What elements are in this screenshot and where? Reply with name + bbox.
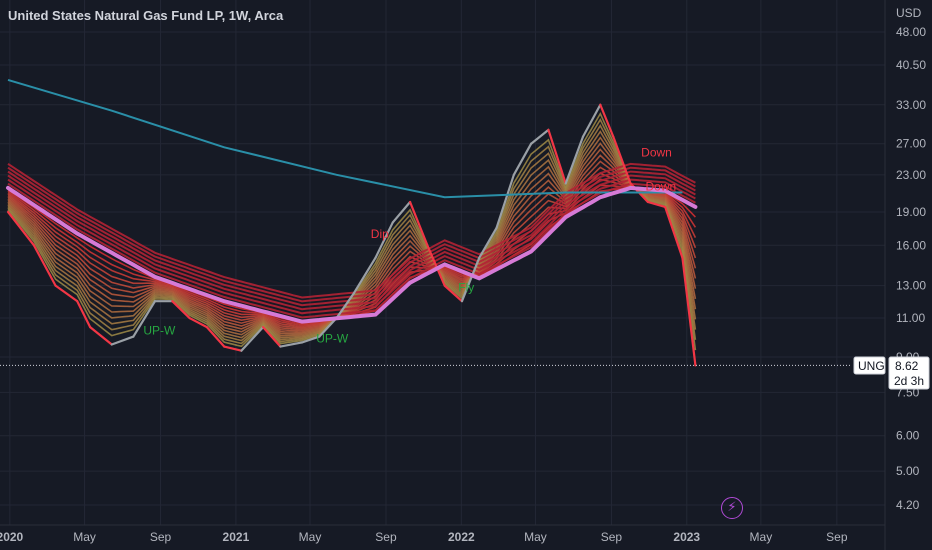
signal-label: Down: [645, 180, 676, 194]
chart-title: United States Natural Gas Fund LP, 1W, A…: [8, 8, 284, 23]
price-segment: [188, 316, 208, 329]
price-segment: [391, 200, 412, 224]
price-segment: [443, 284, 464, 303]
ribbon-line: [7, 111, 697, 351]
price-segment: [54, 284, 79, 303]
y-tick-label: 16.00: [896, 238, 926, 252]
x-tick-label: Sep: [601, 530, 623, 544]
price-segment: [664, 205, 684, 259]
ribbon-line: [7, 162, 696, 299]
ribbon-line: [7, 178, 696, 315]
price-segment: [223, 345, 243, 352]
ribbon-line: [7, 130, 697, 339]
price-segment: [352, 256, 377, 295]
price-segment: [599, 103, 615, 138]
price-segment: [132, 300, 157, 338]
x-tick-label: May: [524, 530, 547, 544]
slow-moving-average: [7, 78, 683, 199]
lightning-bolt-icon[interactable]: ⚡: [721, 497, 743, 519]
x-tick-label: 2023: [673, 530, 700, 544]
price-segment: [76, 300, 92, 329]
y-tick-label: 19.00: [896, 205, 926, 219]
signal-label: UP-W: [316, 331, 349, 345]
x-tick-label: Sep: [150, 530, 172, 544]
price-segment: [205, 325, 226, 348]
y-tick-label: 5.00: [896, 464, 920, 478]
price-segment: [240, 325, 265, 352]
y-tick-label: 13.00: [896, 279, 926, 293]
price-segment: [32, 244, 57, 287]
ribbon-center-line: [6, 185, 698, 324]
price-segment: [279, 341, 304, 348]
price-segment: [495, 173, 515, 230]
signal-label: UP-W: [143, 324, 176, 338]
price-segment: [547, 128, 567, 185]
price-segment: [261, 325, 282, 348]
ribbon-center-line: [6, 185, 698, 324]
price-series: [6, 103, 697, 367]
price-segment: [646, 200, 667, 208]
annotations: UP-W UP-W Dip Fly Down Down: [143, 145, 676, 345]
price-segment: [6, 210, 36, 247]
y-tick-label: 6.00: [896, 429, 920, 443]
price-segment: [460, 256, 481, 303]
y-tick-label: 48.00: [896, 25, 926, 39]
x-tick-label: May: [299, 530, 322, 544]
price-segment: [374, 221, 394, 259]
price-segment: [564, 135, 585, 185]
x-tick-label: 2022: [448, 530, 475, 544]
bar-countdown: 2d 3h: [894, 374, 924, 388]
price-segment: [408, 200, 429, 247]
x-tick-label: Sep: [826, 530, 848, 544]
ribbon-line: [7, 182, 696, 319]
signal-label: Fly: [458, 281, 474, 295]
price-segment: [530, 128, 550, 145]
y-tick-label: 4.20: [896, 498, 920, 512]
x-tick-label: Sep: [375, 530, 397, 544]
price-segment: [478, 226, 498, 259]
ribbon-line: [7, 148, 697, 334]
price-segment: [300, 335, 321, 344]
price-segment: [612, 135, 632, 185]
y-tick-label: 11.00: [896, 311, 925, 325]
x-tick-label: May: [750, 530, 773, 544]
price-segment: [426, 244, 446, 287]
price-segment: [335, 292, 355, 320]
y-tick-label: 33.00: [896, 98, 926, 112]
price-segment: [581, 103, 602, 138]
price-segment: [512, 142, 533, 176]
x-tick-label: 2021: [223, 530, 250, 544]
price-segment: [171, 300, 191, 320]
slow-ma-line: [7, 78, 683, 199]
price-segment: [110, 335, 135, 346]
last-price-value: 8.62: [895, 359, 919, 373]
price-segment: [318, 316, 338, 338]
y-tick-label: 27.00: [896, 137, 926, 151]
signal-label: Down: [641, 145, 672, 159]
y-tick-label: 23.00: [896, 168, 926, 182]
signal-label: Dip: [371, 227, 389, 241]
price-segment: [89, 325, 113, 346]
last-price-tag: UNG 8.62 2d 3h: [853, 356, 930, 390]
y-tick-label: 40.50: [896, 58, 926, 72]
time-axis[interactable]: 2020 May Sep 2021 May Sep 2022 May Sep 2023 May Sep: [0, 530, 848, 544]
x-tick-label: May: [73, 530, 96, 544]
ribbon-line: [7, 174, 696, 311]
price-segment: [681, 256, 697, 367]
x-tick-label: 2020: [0, 530, 24, 544]
symbol-tag: UNG: [858, 359, 885, 373]
currency-label: USD: [896, 6, 922, 20]
